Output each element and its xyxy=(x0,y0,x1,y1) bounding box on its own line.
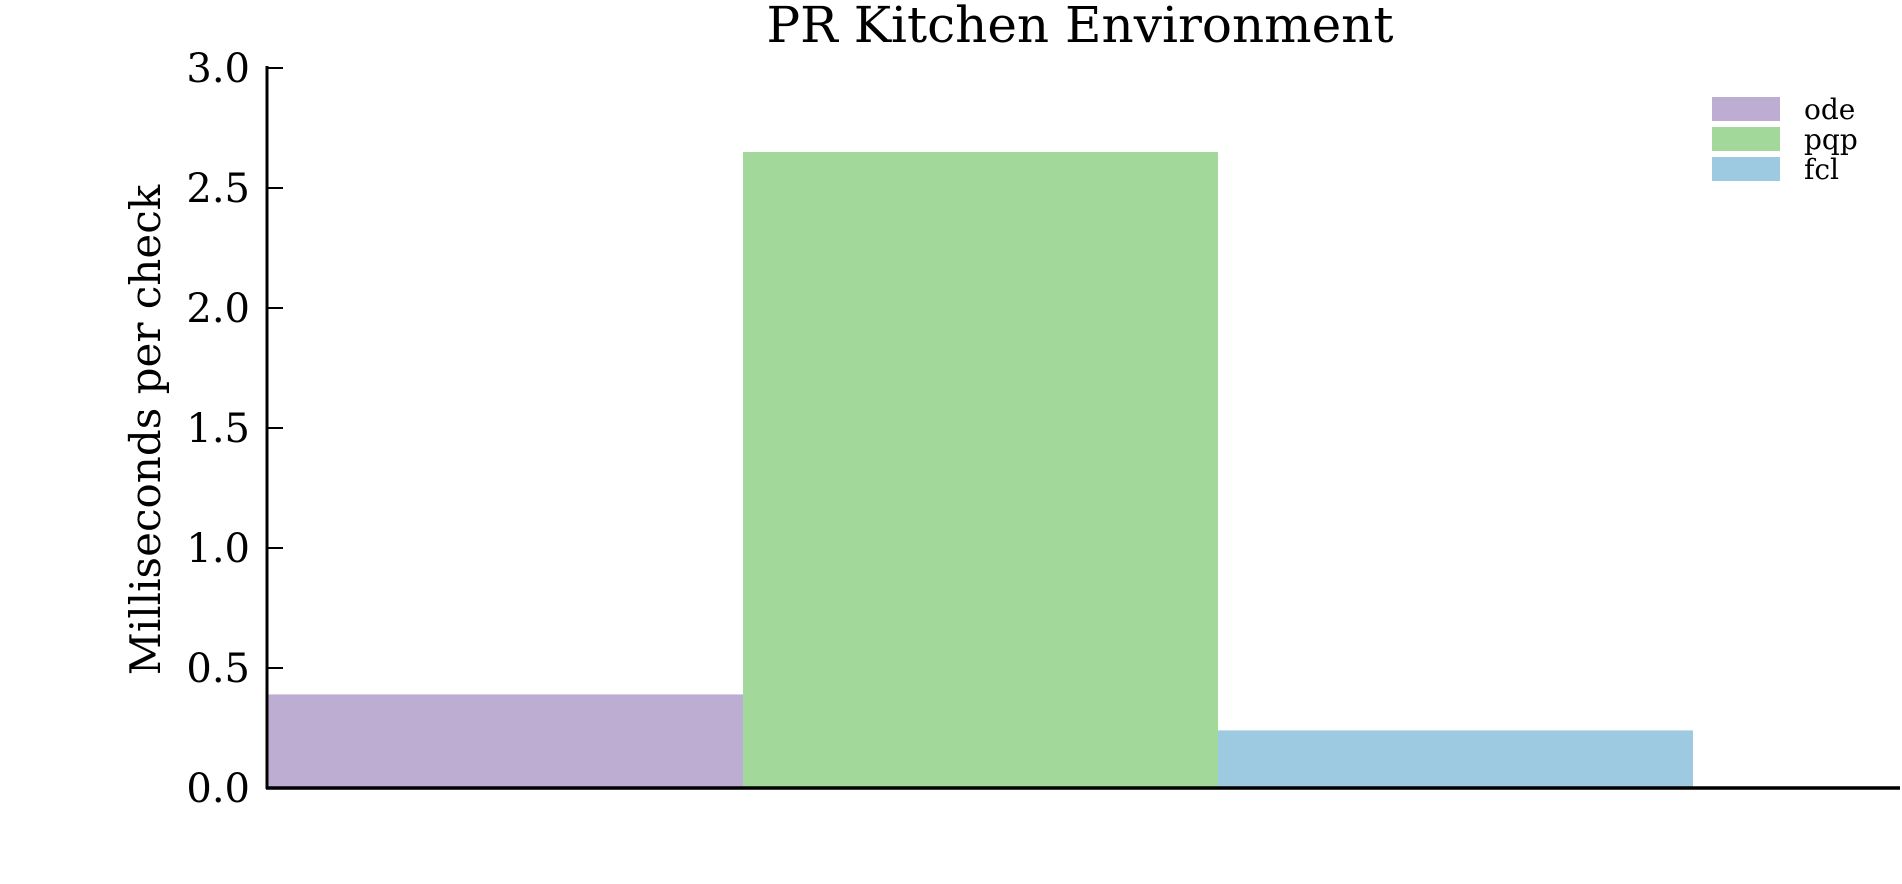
legend-swatch-pqp xyxy=(1712,127,1780,151)
y-tick-label: 2.0 xyxy=(186,286,250,332)
bar-ode xyxy=(268,694,743,788)
y-tick-label: 0.0 xyxy=(186,766,250,812)
bar-fcl xyxy=(1218,730,1693,788)
legend-label-ode: ode xyxy=(1804,93,1855,126)
legend-swatch-ode xyxy=(1712,97,1780,121)
y-axis-label: Milliseconds per check xyxy=(121,184,170,675)
chart-title: PR Kitchen Environment xyxy=(767,0,1394,54)
y-tick-label: 3.0 xyxy=(186,46,250,92)
legend-label-pqp: pqp xyxy=(1804,123,1858,156)
legend-label-fcl: fcl xyxy=(1804,153,1839,186)
legend-swatch-fcl xyxy=(1712,157,1780,181)
bars-group xyxy=(268,152,1693,788)
y-tick-label: 1.0 xyxy=(186,526,250,572)
bar-pqp xyxy=(743,152,1218,788)
y-tick-label: 1.5 xyxy=(186,406,250,452)
y-tick-label: 2.5 xyxy=(186,166,250,212)
y-tick-label: 0.5 xyxy=(186,646,250,692)
y-axis-ticks: 0.0 0.5 1.0 1.5 2.0 2.5 3.0 xyxy=(186,46,283,812)
